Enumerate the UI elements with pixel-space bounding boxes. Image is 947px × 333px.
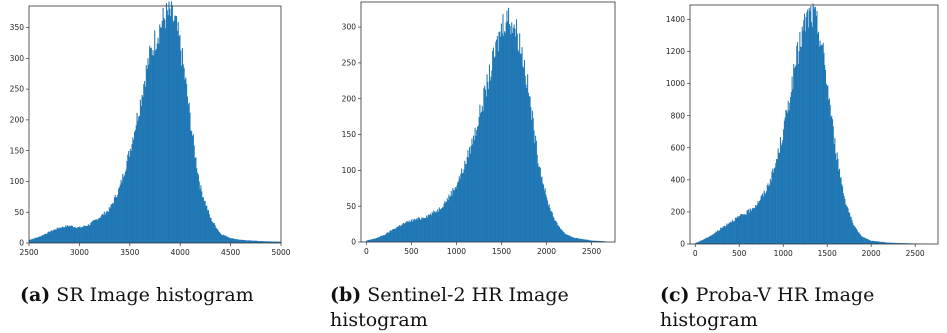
y-tick-label: 400 <box>671 175 686 184</box>
caption-tag: (c) <box>660 284 690 306</box>
histogram-bars <box>695 3 928 244</box>
x-tick-label: 4000 <box>171 248 190 257</box>
probav-histogram-caption: (c)Proba-V HR Image histogram <box>660 283 945 333</box>
y-tick-label: 0 <box>351 238 356 247</box>
x-tick-label: 1000 <box>447 247 466 256</box>
sr-histogram-caption: (a) SR Image histogram <box>20 283 295 308</box>
sentinel2-histogram-chart: 0 500 1000 1500 2000 2500 0 50 100 150 200 250 300 <box>320 0 620 275</box>
y-tick-label: 0 <box>680 240 685 249</box>
x-tick-label: 2000 <box>537 247 556 256</box>
panel-sentinel2-histogram: 0 500 1000 1500 2000 2500 0 50 100 150 200 250 300 (… <box>320 0 620 329</box>
y-tick-label: 250 <box>342 58 357 67</box>
y-tick-label: 1400 <box>666 15 685 24</box>
y-tick-label: 1200 <box>666 47 685 56</box>
y-tick-label: 600 <box>671 143 686 152</box>
caption-text: Sentinel-2 HR Image histogram <box>330 284 569 331</box>
panel-sr-histogram: 2500 3000 3500 4000 4500 5000 0 50 100 150 200 250 3… <box>0 0 300 329</box>
x-tick-label: 500 <box>404 247 419 256</box>
y-tick-label: 300 <box>342 23 357 32</box>
y-tick-label: 100 <box>342 166 357 175</box>
y-tick-label: 0 <box>19 239 24 248</box>
y-tick-label: 50 <box>14 208 24 217</box>
x-tick-label: 5000 <box>271 248 290 257</box>
x-tick-label: 2500 <box>19 248 38 257</box>
x-tick-label: 1500 <box>818 249 837 258</box>
caption-tag: (a) <box>20 284 50 306</box>
x-tick-label: 1000 <box>774 249 793 258</box>
y-tick-label: 50 <box>346 202 356 211</box>
y-tick-label: 800 <box>671 111 686 120</box>
caption-text: Proba-V HR Image histogram <box>660 284 874 331</box>
x-tick-label: 3000 <box>70 248 89 257</box>
histogram-bars <box>366 8 605 242</box>
y-tick-label: 1000 <box>666 79 685 88</box>
caption-text: SR Image histogram <box>56 284 253 306</box>
y-tick-label: 200 <box>10 115 25 124</box>
x-tick-label: 500 <box>732 249 747 258</box>
y-tick-label: 200 <box>671 208 686 217</box>
y-tick-label: 350 <box>10 23 25 32</box>
y-tick-label: 300 <box>10 54 25 63</box>
x-tick-label: 2000 <box>862 249 881 258</box>
x-tick-label: 2500 <box>582 247 601 256</box>
x-tick-label: 0 <box>693 249 698 258</box>
y-tick-label: 250 <box>10 85 25 94</box>
sr-histogram-chart: 2500 3000 3500 4000 4500 5000 0 50 100 150 200 250 3… <box>0 0 300 275</box>
x-tick-label: 4500 <box>221 248 240 257</box>
x-tick-label: 1500 <box>492 247 511 256</box>
x-tick-label: 0 <box>364 247 369 256</box>
y-tick-label: 200 <box>342 94 357 103</box>
x-tick-label: 2500 <box>906 249 925 258</box>
y-tick-label: 100 <box>10 177 25 186</box>
y-tick-label: 150 <box>10 146 25 155</box>
x-tick-label: 3500 <box>120 248 139 257</box>
sentinel2-histogram-caption: (b)Sentinel-2 HR Image histogram <box>330 283 616 333</box>
panel-probav-histogram: 0 500 1000 1500 2000 2500 0 200 400 600 800 1000 120… <box>640 0 947 329</box>
histogram-bars <box>29 1 281 243</box>
probav-histogram-chart: 0 500 1000 1500 2000 2500 0 200 400 600 800 1000 120… <box>640 0 947 275</box>
caption-tag: (b) <box>330 284 361 306</box>
y-tick-label: 150 <box>342 130 357 139</box>
